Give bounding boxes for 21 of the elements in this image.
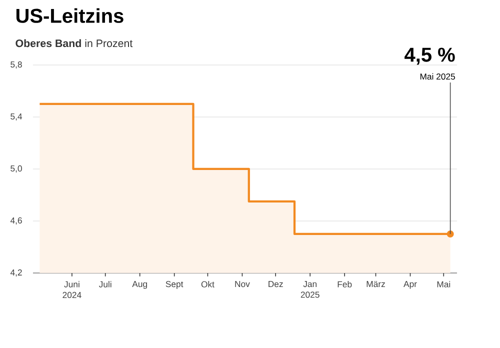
x-tick-label: Juni 2024: [62, 281, 82, 298]
x-tick-label: Aug: [132, 281, 147, 289]
x-tick-label: Okt: [201, 281, 214, 288]
chart-subtitle: Oberes Band in Prozent: [16, 39, 133, 48]
y-tick-label: 4,2: [10, 269, 22, 277]
x-tick-label: Apr: [404, 281, 417, 289]
x-tick-label: Feb: [338, 281, 352, 288]
chart-title: US-Leitzins: [16, 8, 124, 23]
x-tick-label: Dez: [268, 281, 283, 288]
y-tick-label: 5,0: [10, 165, 22, 173]
annotation: 4,5 %: [404, 48, 455, 65]
annotation: Mai 2025: [420, 73, 456, 80]
x-tick-label: März: [366, 281, 385, 288]
x-tick-label: Sept: [166, 281, 184, 289]
x-tick-label: Mai: [437, 281, 450, 288]
x-tick-label: Nov: [235, 281, 250, 288]
y-tick-label: 5,4: [10, 113, 22, 121]
x-tick-label: Juli: [98, 281, 112, 288]
y-tick-label: 4,6: [10, 217, 22, 225]
x-tick-label: Jan 2025: [300, 281, 320, 298]
y-tick-label: 5,8: [10, 61, 22, 69]
